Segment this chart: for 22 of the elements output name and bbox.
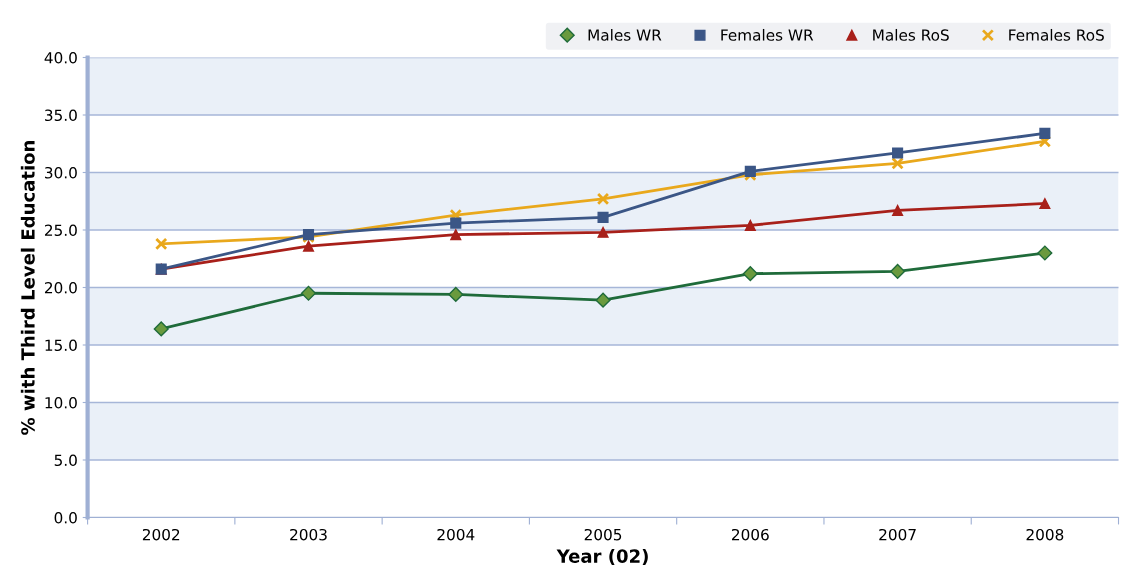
legend-label: Males RoS <box>873 28 949 41</box>
legend-label: Females WR <box>721 28 814 41</box>
y-tick-label: 40.0 <box>44 51 77 64</box>
legend-label: Females RoS <box>1009 28 1104 41</box>
x-tick-label: 2004 <box>437 528 475 541</box>
y-tick-label: 35.0 <box>45 109 77 122</box>
x-axis-title: Year (02) <box>556 548 648 566</box>
y-tick-label: 30.0 <box>45 166 77 179</box>
legend-label: Males WR <box>588 28 662 41</box>
y-tick-label: 20.0 <box>44 281 77 294</box>
y-tick-label: 10.0 <box>45 396 77 409</box>
x-tick-label: 2008 <box>1026 528 1064 541</box>
x-tick-label: 2007 <box>879 528 916 541</box>
y-tick-label: 25.0 <box>44 224 77 237</box>
x-tick-label: 2003 <box>290 528 327 541</box>
x-tick-label: 2005 <box>584 528 622 541</box>
y-tick-label: 5.0 <box>54 454 77 467</box>
y-tick-label: 0.0 <box>54 511 77 524</box>
x-tick-label: 2002 <box>142 528 180 541</box>
y-axis-title: % with Third Level Education <box>20 141 35 435</box>
y-tick-label: 15.0 <box>45 339 77 352</box>
x-tick-label: 2006 <box>732 528 769 541</box>
